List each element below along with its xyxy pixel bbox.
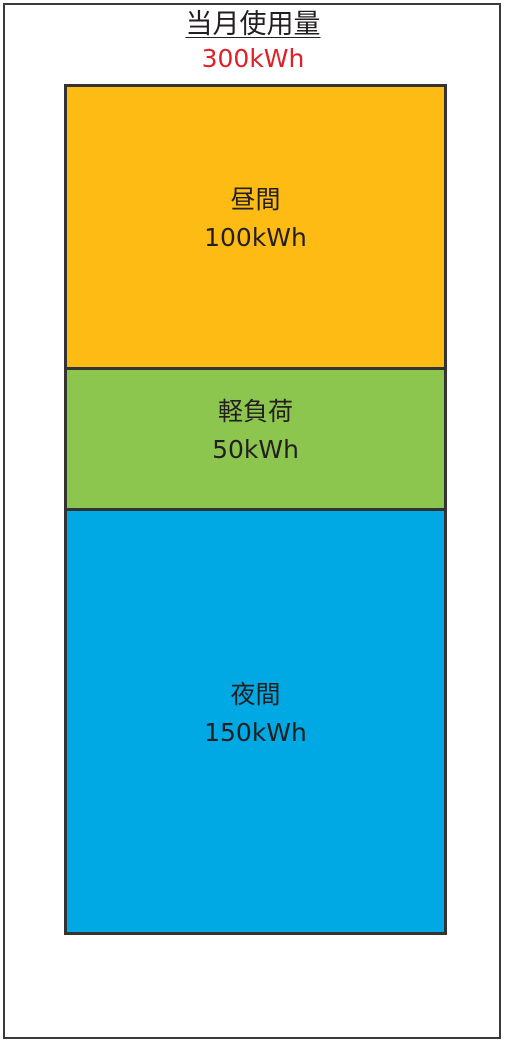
chart-frame	[3, 3, 501, 1039]
segment-night: 夜間 150kWh	[64, 508, 447, 935]
chart-total: 300kWh	[201, 44, 305, 73]
segment-value-label: 150kWh	[204, 717, 307, 747]
chart-title: 当月使用量	[185, 9, 321, 40]
stacked-bar: 昼間 100kWh 軽負荷 50kWh 夜間 150kWh	[64, 84, 447, 935]
segment-value-label: 50kWh	[212, 435, 299, 464]
segment-label: 昼間	[230, 185, 281, 214]
segment-value-label: 100kWh	[204, 223, 307, 252]
segment-light-load: 軽負荷 50kWh	[64, 367, 447, 511]
segment-daytime: 昼間 100kWh	[64, 84, 447, 370]
segment-label: 夜間	[230, 679, 281, 709]
segment-label: 軽負荷	[217, 397, 293, 426]
